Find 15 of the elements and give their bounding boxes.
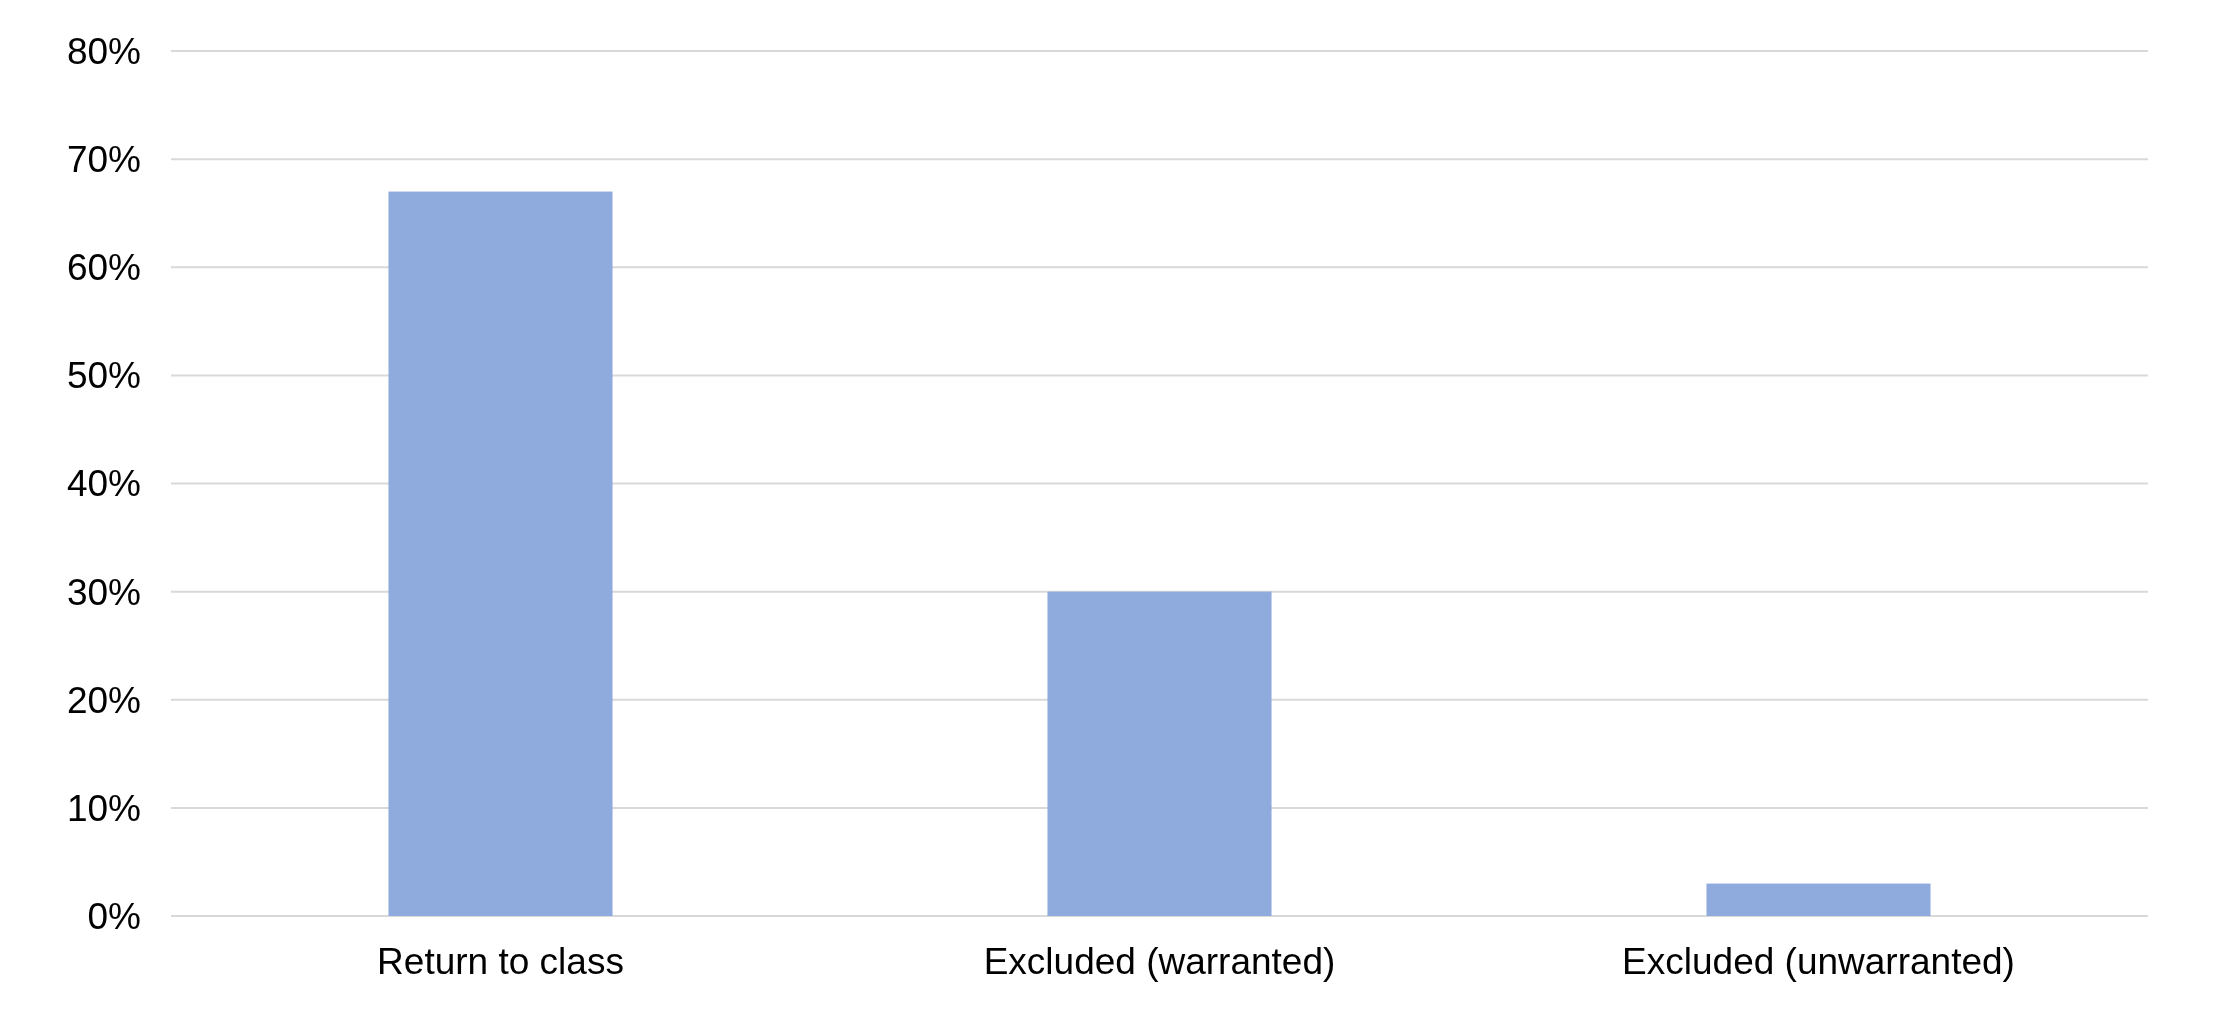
y-tick-label: 40% bbox=[66, 463, 141, 505]
y-tick-label: 70% bbox=[66, 139, 141, 181]
y-tick-label: 20% bbox=[66, 679, 141, 721]
y-tick-label: 50% bbox=[66, 355, 141, 397]
y-tick-label: 10% bbox=[66, 787, 141, 829]
x-tick-label: Excluded (unwarranted) bbox=[1622, 941, 2015, 982]
y-tick-label: 60% bbox=[66, 247, 141, 289]
y-tick-label: 80% bbox=[66, 30, 141, 72]
y-tick-label: 0% bbox=[87, 895, 141, 937]
x-tick-label: Excluded (warranted) bbox=[983, 941, 1336, 982]
bar bbox=[1047, 591, 1272, 916]
bar bbox=[1706, 883, 1931, 916]
x-tick-label: Return to class bbox=[377, 941, 624, 982]
bar bbox=[388, 191, 613, 916]
y-tick-label: 30% bbox=[66, 571, 141, 613]
